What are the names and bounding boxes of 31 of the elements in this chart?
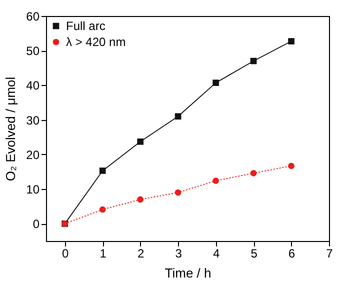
x-tick-label: 1	[100, 246, 107, 260]
point	[212, 80, 219, 86]
point	[288, 162, 294, 170]
y-tick-label: 10	[26, 182, 40, 197]
x-tick-label: 2	[137, 246, 144, 260]
x-tick-label: 5	[250, 246, 258, 260]
x-tick-label: 4	[212, 246, 220, 260]
point	[250, 58, 257, 64]
point	[137, 138, 144, 145]
y-axis-title: O₂ Evolved / μmol	[3, 76, 18, 182]
y-tick-label: 20	[26, 148, 40, 162]
legend-label: λ > 420 nm	[66, 35, 126, 49]
point	[288, 38, 294, 44]
x-tick-label: 7	[326, 246, 334, 260]
y-tick-label: 30	[26, 113, 40, 128]
x-axis-title: Time / h	[164, 266, 212, 280]
y-tick-label: 60	[26, 10, 40, 24]
x-tick-label: 6	[288, 246, 296, 260]
legend-label: Full arc	[66, 19, 106, 33]
point	[174, 189, 182, 196]
point	[250, 170, 257, 176]
y-tick-label: 40	[26, 78, 40, 93]
point	[99, 206, 106, 213]
x-tick-label: 0	[62, 246, 70, 260]
y-tick-label: 50	[26, 44, 40, 58]
y-tick-label: 0	[32, 217, 40, 232]
point	[174, 113, 182, 120]
point	[99, 168, 106, 174]
x-tick-label: 3	[175, 246, 182, 260]
point	[212, 178, 219, 184]
point	[137, 196, 144, 203]
